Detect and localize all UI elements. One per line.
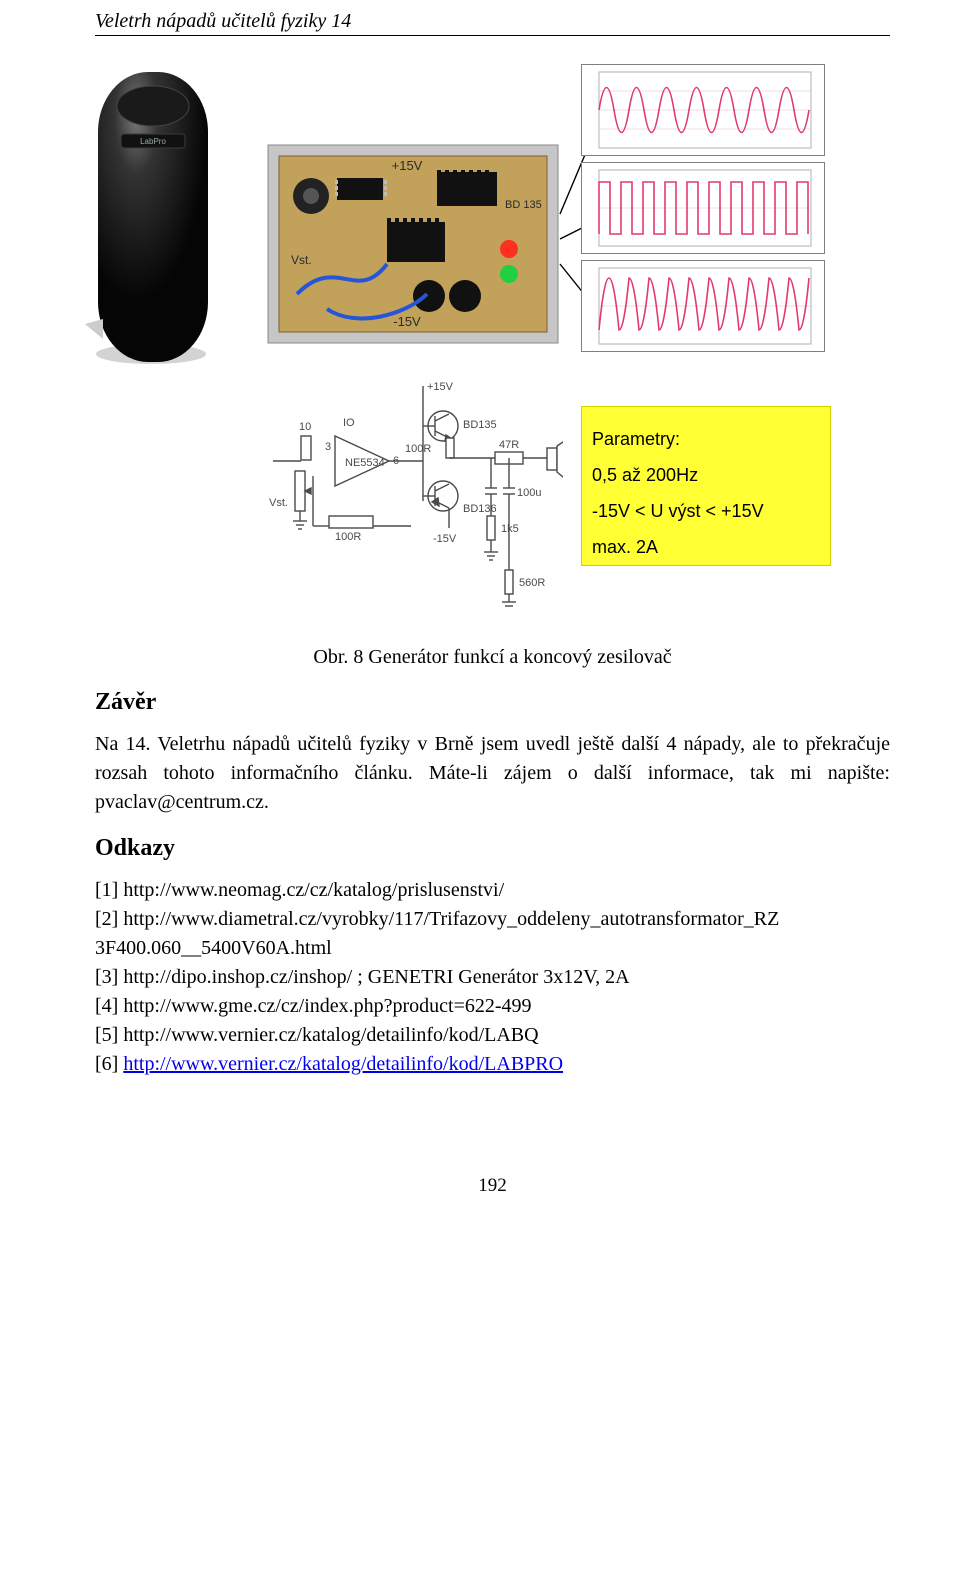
svg-text:10: 10: [299, 421, 311, 433]
scope-panel-sine: [581, 64, 825, 156]
ref-6-link[interactable]: http://www.vernier.cz/katalog/detailinfo…: [123, 1053, 563, 1075]
svg-text:1k5: 1k5: [501, 523, 519, 535]
heading-odkazy: Odkazy: [95, 835, 890, 862]
pcb-svg: +15V -15V Vst.: [267, 144, 559, 344]
ref-1: [1] http://www.neomag.cz/cz/katalog/pris…: [95, 876, 890, 905]
svg-text:Vst.: Vst.: [291, 253, 312, 267]
schematic-svg: NE5534 IO 3 6 Vst. 100R: [263, 376, 563, 616]
ref-2: [2] http://www.diametral.cz/vyrobky/117/…: [95, 905, 890, 934]
page-number: 192: [95, 1175, 890, 1197]
ref-6-prefix: [6]: [95, 1053, 123, 1075]
svg-text:+15V: +15V: [392, 158, 423, 173]
device-svg: LabPro: [73, 64, 233, 384]
oscilloscope-panels: [581, 64, 831, 364]
svg-text:-15V: -15V: [433, 533, 457, 545]
svg-text:BD135: BD135: [463, 419, 497, 431]
page-header: Veletrh nápadů učitelů fyziky 14: [95, 10, 890, 36]
ref-4: [4] http://www.gme.cz/cz/index.php?produ…: [95, 992, 890, 1021]
heading-zaver: Závěr: [95, 689, 890, 716]
svg-text:100R: 100R: [335, 531, 361, 543]
params-line-2: -15V < U výst < +15V: [592, 493, 820, 529]
ref-6: [6] http://www.vernier.cz/katalog/detail…: [95, 1050, 890, 1079]
svg-text:560R: 560R: [519, 577, 545, 589]
paragraph-zaver: Na 14. Veletrhu nápadů učitelů fyziky v …: [95, 730, 890, 817]
svg-text:NE5534: NE5534: [345, 457, 385, 469]
svg-text:BD 135: BD 135: [505, 199, 542, 211]
ref-2b: 3F400.060__5400V60A.html: [95, 934, 890, 963]
page-header-title: Veletrh nápadů učitelů fyziky 14: [95, 10, 351, 32]
svg-text:+15V: +15V: [427, 381, 454, 393]
svg-text:IO: IO: [343, 417, 355, 429]
svg-text:100R: 100R: [405, 443, 431, 455]
params-title: Parametry:: [592, 421, 820, 457]
params-line-3: max. 2A: [592, 529, 820, 565]
scope-panel-square: [581, 162, 825, 254]
figure-caption: Obr. 8 Generátor funkcí a koncový zesilo…: [95, 646, 890, 669]
params-line-1: 0,5 až 200Hz: [592, 457, 820, 493]
pcb-photo: +15V -15V Vst.: [263, 64, 563, 364]
svg-text:100u: 100u: [517, 487, 541, 499]
parameters-box: Parametry: 0,5 až 200Hz -15V < U výst < …: [581, 406, 831, 566]
svg-text:Vst.: Vst.: [269, 497, 288, 509]
svg-text:47R: 47R: [499, 439, 519, 451]
device-photo: LabPro: [60, 64, 245, 626]
svg-text:3: 3: [325, 441, 331, 453]
schematic-diagram: NE5534 IO 3 6 Vst. 100R: [263, 376, 563, 626]
figure-grid: LabPro +15V -15V Vst.: [60, 64, 890, 626]
svg-text:LabPro: LabPro: [140, 137, 166, 146]
references-list: [1] http://www.neomag.cz/cz/katalog/pris…: [95, 876, 890, 1079]
scope-panel-triangle: [581, 260, 825, 352]
svg-text:-15V: -15V: [393, 314, 421, 329]
ref-5: [5] http://www.vernier.cz/katalog/detail…: [95, 1021, 890, 1050]
ref-3: [3] http://dipo.inshop.cz/inshop/ ; GENE…: [95, 963, 890, 992]
